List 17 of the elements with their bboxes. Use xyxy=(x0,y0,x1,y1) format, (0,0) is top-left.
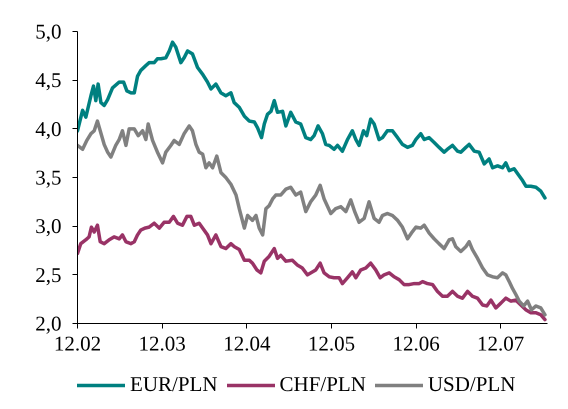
x-tick-label: 12.03 xyxy=(138,332,186,356)
line-series xyxy=(78,40,547,200)
y-tick-label: 3,0 xyxy=(35,214,62,238)
y-tick-label: 3,5 xyxy=(35,166,62,190)
y-tick-label: 2,5 xyxy=(35,262,62,287)
legend-label: CHF/PLN xyxy=(280,372,366,397)
legend-label: EUR/PLN xyxy=(130,372,218,397)
line-series xyxy=(78,119,547,316)
x-tick-label: 12.05 xyxy=(308,332,356,356)
legend-label: USD/PLN xyxy=(428,372,516,397)
y-tick-label: 4,5 xyxy=(35,68,62,92)
y-tick-label: 5,0 xyxy=(35,20,62,44)
x-tick-label: 12.07 xyxy=(477,332,524,356)
x-tick-label: 12.04 xyxy=(223,332,272,356)
x-tick-label: 12.06 xyxy=(392,332,440,356)
line-series xyxy=(78,214,547,322)
y-tick-label: 4,0 xyxy=(35,116,62,141)
